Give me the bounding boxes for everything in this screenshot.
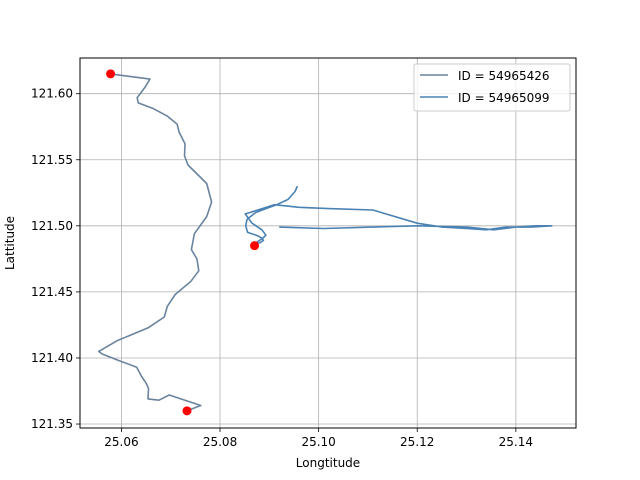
- x-axis-label: Longtitude: [296, 456, 360, 470]
- marker-point: [182, 406, 192, 416]
- marker-point: [250, 241, 260, 251]
- grid-lines: [80, 58, 576, 428]
- y-axis-ticks: 121.35 121.40 121.45 121.50 121.55 121.60: [31, 87, 80, 431]
- plot-frame: [79, 57, 577, 429]
- x-tick-label: 25.12: [400, 435, 434, 449]
- legend-label-2: ID = 54965099: [458, 91, 550, 105]
- y-tick-label: 121.45: [31, 285, 73, 299]
- series-lines: [97, 73, 553, 412]
- x-tick-label: 25.14: [499, 435, 533, 449]
- x-tick-label: 25.10: [301, 435, 335, 449]
- series-line-2: [244, 185, 553, 246]
- y-axis-label: Lattitude: [3, 216, 17, 270]
- series-line-1: [97, 73, 213, 412]
- x-axis-ticks: 25.06 25.08 25.10 25.12 25.14: [104, 428, 533, 449]
- x-tick-label: 25.08: [203, 435, 237, 449]
- legend: ID = 54965426 ID = 54965099: [413, 63, 571, 112]
- marker-point: [106, 69, 116, 79]
- y-tick-label: 121.40: [31, 351, 73, 365]
- y-tick-label: 121.50: [31, 219, 73, 233]
- marker-points: [106, 69, 260, 416]
- x-tick-label: 25.06: [104, 435, 138, 449]
- y-tick-label: 121.35: [31, 417, 73, 431]
- legend-label-1: ID = 54965426: [458, 69, 550, 83]
- y-tick-label: 121.55: [31, 153, 73, 167]
- legend-box: [413, 63, 571, 112]
- y-tick-label: 121.60: [31, 87, 73, 101]
